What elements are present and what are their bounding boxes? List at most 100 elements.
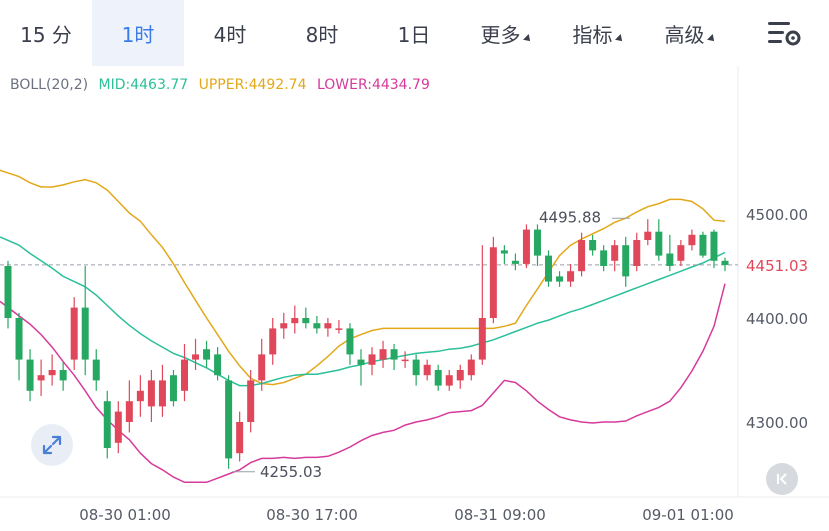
candle-body (26, 359, 34, 391)
dropdown-caret-icon (522, 34, 533, 44)
dropdown-caret-icon (706, 34, 717, 44)
candle-body (203, 349, 211, 360)
candle-body (81, 307, 89, 360)
tab-label: 4时 (213, 22, 247, 47)
current-price-label: 4451.03 (746, 257, 808, 275)
candle-body (125, 401, 133, 422)
candle-body (533, 229, 541, 256)
expand-chart-button[interactable] (31, 424, 73, 466)
candle-body (644, 231, 652, 240)
candle-body (37, 375, 45, 381)
tab-6[interactable]: 指标 (552, 0, 644, 66)
high-annotation: 4495.88 (539, 208, 601, 226)
candle-body (357, 359, 365, 365)
candle-body (192, 354, 200, 360)
candlestick-chart[interactable]: 4500.00 4400.00 4300.00 08-30 01:00 08-30 17… (0, 66, 829, 531)
boll-mid-line (0, 236, 726, 387)
boll-lower: LOWER:4434.79 (316, 77, 430, 93)
candle-body (70, 307, 78, 360)
candle-body (478, 318, 486, 360)
boll-mid: MID:4463.77 (98, 77, 189, 93)
low-annotation: 4255.03 (260, 463, 322, 481)
candle-body (103, 401, 111, 448)
boll-name: BOLL(20,2) (10, 77, 89, 93)
candle-body (269, 328, 277, 355)
candle-body (401, 359, 409, 362)
candle-body (324, 323, 332, 329)
y-tick-label: 4300.00 (746, 414, 808, 432)
candle-body (158, 380, 166, 407)
candle-body (633, 240, 641, 266)
scroll-to-latest-button[interactable] (766, 463, 798, 495)
dropdown-caret-icon (614, 34, 625, 44)
candle-body (48, 370, 56, 376)
candle-body (445, 375, 453, 386)
tab-5[interactable]: 更多 (460, 0, 552, 66)
candle-body (699, 234, 707, 256)
tab-label: 1时 (121, 22, 155, 47)
candle-body (677, 245, 685, 261)
tab-4[interactable]: 1日 (368, 0, 460, 66)
candle-body (280, 323, 288, 329)
candle-body (302, 318, 310, 324)
candle-body (578, 240, 586, 272)
candle-body (721, 260, 729, 265)
tab-2[interactable]: 4时 (184, 0, 276, 66)
chart-settings-icon[interactable] (767, 18, 801, 48)
candle-body (379, 349, 387, 360)
candle-body (589, 240, 597, 251)
candle-body (412, 359, 420, 376)
candle-body (236, 422, 244, 454)
candle-body (147, 380, 155, 407)
tab-3[interactable]: 8时 (276, 0, 368, 66)
candle-body (247, 380, 255, 422)
candle-body (390, 349, 398, 360)
candle-body (180, 359, 188, 391)
tab-1[interactable]: 1时 (92, 0, 184, 66)
candle-body (655, 231, 663, 256)
x-tick-label: 08-30 01:00 (79, 506, 171, 524)
candle-body (489, 247, 497, 318)
candle-body (225, 380, 233, 459)
tab-7[interactable]: 高级 (644, 0, 736, 66)
y-tick-label: 4500.00 (746, 206, 808, 224)
candle-body (622, 245, 630, 277)
candle-body (258, 354, 266, 381)
candle-body (291, 318, 299, 324)
expand-arrows-icon (42, 435, 62, 455)
y-tick-label: 4400.00 (746, 310, 808, 328)
candle-body (15, 318, 23, 360)
tab-label: 更多 (480, 22, 521, 47)
candle-body (92, 359, 100, 381)
candle-body (335, 328, 343, 330)
candle-body (467, 359, 475, 376)
tab-0[interactable]: 15 分 (0, 0, 92, 66)
candle-body (666, 253, 674, 266)
candle-body (423, 364, 431, 376)
tab-label: 指标 (572, 22, 613, 47)
x-tick-label: 09-01 01:00 (642, 506, 734, 524)
candle-body (511, 260, 519, 264)
boll-upper: UPPER:4492.74 (198, 77, 307, 93)
candle-body (556, 276, 564, 282)
candle-body (136, 390, 144, 402)
candle-body (346, 328, 354, 355)
tab-label: 1日 (397, 22, 431, 47)
timeframe-tabs: 15 分 1时 4时 8时 1日 更多 指标 高级 (0, 0, 829, 66)
candle-body (500, 250, 508, 254)
candle-body (688, 234, 696, 246)
candle-body (59, 370, 67, 381)
boll-upper-line (0, 169, 726, 386)
x-tick-label: 08-30 17:00 (266, 506, 358, 524)
candle-body (169, 375, 177, 402)
tab-label: 15 分 (20, 22, 72, 47)
candle-body (214, 354, 222, 376)
candle-body (434, 370, 442, 386)
candle-body (545, 255, 553, 282)
candle-body (710, 231, 718, 261)
boll-lower-line (0, 283, 726, 484)
candle-body (567, 271, 575, 282)
candle-body (456, 370, 464, 381)
candle-body (114, 411, 122, 443)
collapse-left-icon (777, 473, 787, 485)
